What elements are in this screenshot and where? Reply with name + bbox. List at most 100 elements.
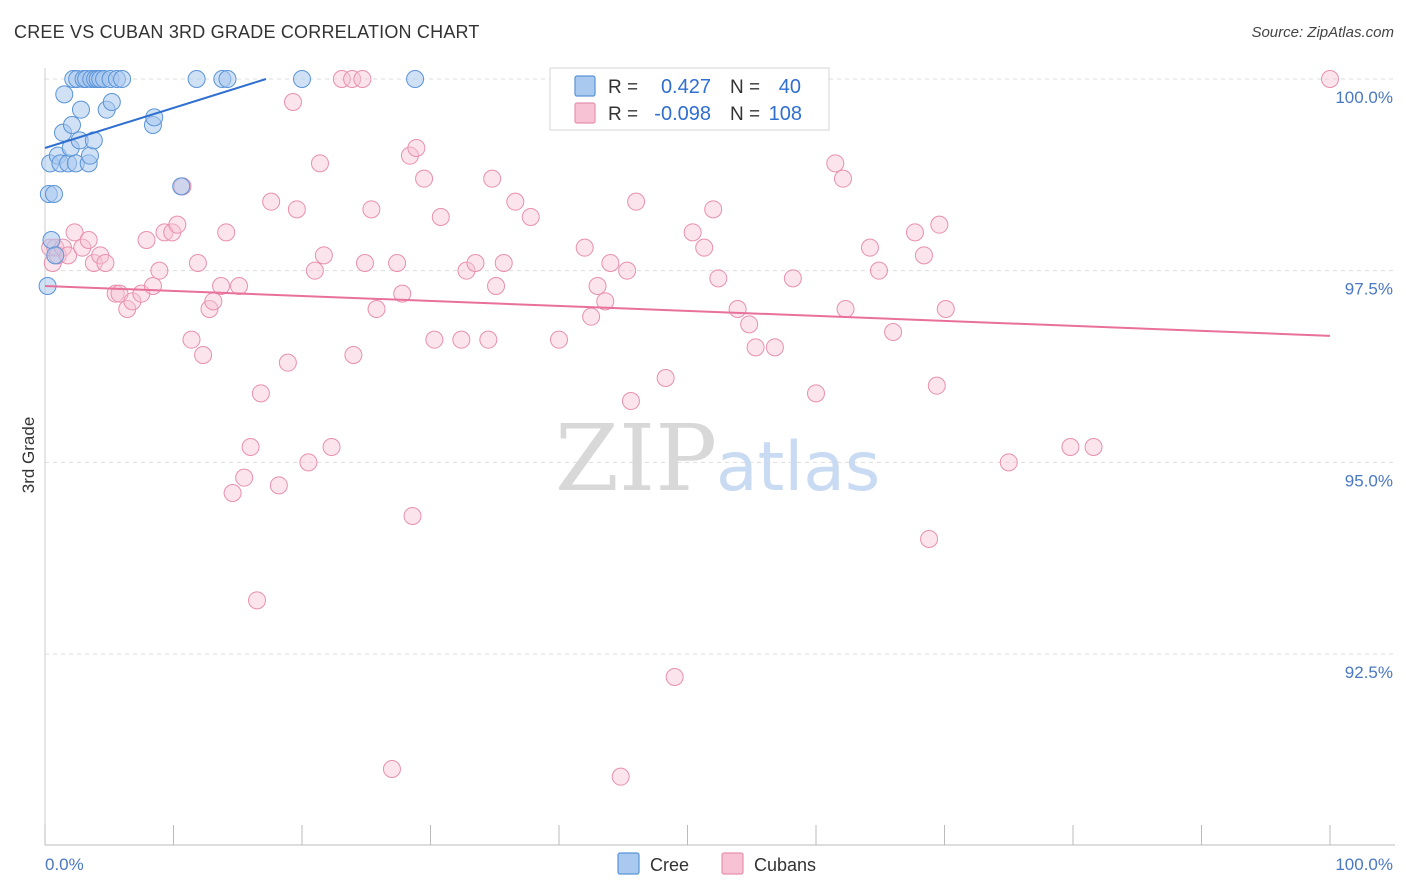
cubans-point [836, 300, 855, 318]
cubans-point [305, 261, 324, 280]
cubans-point [431, 208, 450, 226]
cubans-point [665, 668, 684, 686]
cubans-point [601, 254, 620, 272]
cubans-point [287, 200, 306, 219]
cubans-point [999, 453, 1018, 472]
cubans-point [920, 530, 939, 548]
cree-point [187, 70, 206, 88]
cubans-point [182, 330, 201, 349]
cubans-point [143, 277, 162, 295]
cubans-point [73, 238, 92, 257]
cubans-points [41, 70, 1339, 786]
cubans-point [927, 376, 946, 395]
legend-cree-n-value: 40 [779, 76, 801, 98]
cubans-point [194, 346, 213, 364]
cubans-point [487, 277, 506, 295]
x-tick-label-max: 100.0% [1335, 855, 1393, 874]
cubans-point [695, 238, 714, 257]
legend-cubans-r-value: -0.098 [654, 103, 711, 125]
cubans-point [403, 507, 422, 525]
cubans-point [343, 70, 362, 88]
cubans-point [65, 223, 84, 242]
cubans-point [362, 200, 381, 219]
y-axis-label: 3rd Grade [19, 417, 38, 494]
bottom-legend-label-cubans: Cubans [754, 855, 816, 875]
cubans-point [807, 384, 825, 403]
cree-point [80, 146, 99, 165]
legend-cree-r-value: 0.427 [661, 76, 711, 98]
cubans-point [251, 384, 270, 403]
cubans-point [137, 231, 156, 249]
watermark: ZIP atlas [555, 405, 880, 512]
cree-point [55, 85, 74, 104]
cubans-point [611, 767, 630, 786]
cubans-point [1061, 438, 1080, 456]
cubans-point [400, 146, 419, 165]
cubans-point [765, 338, 784, 357]
cubans-point [860, 238, 879, 257]
legend-swatch-cree [574, 75, 596, 97]
cubans-point [299, 453, 318, 472]
watermark-atlas: atlas [716, 428, 880, 507]
cubans-point [425, 330, 444, 349]
cree-point [71, 100, 90, 119]
y-tick-label: 100.0% [1335, 88, 1393, 107]
cubans-point [235, 468, 254, 487]
cubans-point [367, 300, 386, 318]
cree-point [62, 116, 81, 134]
cree-point [172, 177, 191, 196]
grid [45, 78, 1395, 655]
y-tick-label: 97.5% [1345, 280, 1393, 299]
cubans-point [168, 215, 187, 234]
cree-trend-line [44, 78, 267, 149]
source-label: Source: ZipAtlas.com [1251, 24, 1394, 41]
cubans-point [355, 254, 374, 272]
cubans-point [407, 139, 426, 157]
cubans-point [217, 223, 236, 242]
cubans-point [248, 591, 267, 610]
cubans-point [353, 70, 372, 88]
cubans-point [278, 353, 297, 372]
cubans-point [936, 300, 955, 318]
cubans-point [479, 330, 498, 349]
cubans-point [96, 254, 115, 272]
cubans-point [550, 330, 568, 349]
cubans-point [588, 277, 607, 295]
cubans-point [869, 261, 888, 280]
cubans-point [415, 169, 434, 188]
cubans-point [494, 254, 513, 272]
cubans-point [241, 438, 260, 456]
cubans-point [728, 300, 747, 318]
cubans-point [621, 392, 640, 410]
legend-cubans-n-label: N = [730, 104, 760, 125]
cree-point [218, 70, 237, 88]
cree-points [38, 70, 425, 295]
legend-swatch-cubans [574, 102, 596, 124]
cubans-point [322, 438, 341, 456]
cree-point [113, 70, 132, 88]
cubans-point [582, 307, 601, 326]
cubans-point [262, 192, 281, 211]
cubans-point [269, 476, 288, 495]
bottom-legend-swatch-cubans [721, 852, 744, 875]
cubans-point [746, 338, 765, 357]
cubans-point [344, 346, 363, 364]
cree-point [46, 246, 65, 265]
watermark-zip: ZIP [555, 405, 717, 512]
cubans-point [466, 254, 485, 272]
cree-point [42, 231, 61, 249]
cubans-point [709, 269, 728, 288]
cubans-point [826, 154, 845, 173]
cubans-point [230, 277, 249, 295]
cubans-point [79, 231, 98, 249]
cubans-point [656, 369, 675, 387]
cubans-point [905, 223, 924, 242]
cubans-point [204, 292, 223, 311]
legend-box [549, 67, 830, 131]
cubans-point [783, 269, 802, 288]
legend-cree-n-label: N = [730, 77, 760, 98]
cubans-point [483, 169, 502, 188]
cree-point [293, 70, 311, 88]
trend-lines [44, 78, 1331, 337]
